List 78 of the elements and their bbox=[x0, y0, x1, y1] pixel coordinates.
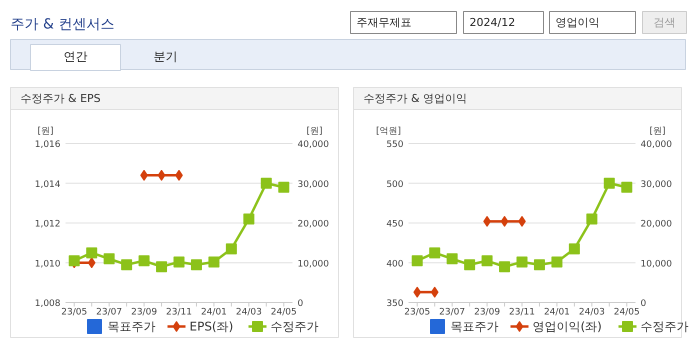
point bbox=[86, 247, 98, 258]
y-tick-label: 1,016 bbox=[34, 140, 61, 150]
y2-tick-label: 0 bbox=[298, 299, 304, 309]
text: 연간 bbox=[64, 50, 88, 64]
y2-tick-label: 40,000 bbox=[640, 140, 672, 150]
point bbox=[604, 178, 615, 189]
text: 2024/12 bbox=[470, 16, 516, 29]
y2-axis-title: [원] bbox=[306, 126, 323, 136]
y-tick-label: 1,012 bbox=[34, 220, 60, 230]
x-tick-label: 24/01 bbox=[544, 308, 570, 318]
point bbox=[412, 255, 423, 266]
y-tick-label: 1,008 bbox=[34, 299, 61, 309]
point bbox=[208, 256, 220, 268]
x-tick-label: 23/11 bbox=[509, 308, 535, 318]
point bbox=[429, 247, 440, 258]
y-tick-label: 450 bbox=[386, 220, 404, 230]
x-tick-label: 23/07 bbox=[439, 308, 466, 318]
y2-axis-title: [원] bbox=[649, 126, 666, 136]
legend-label: 목표주가 bbox=[450, 320, 498, 334]
legend-label: 수정주가 bbox=[270, 320, 318, 334]
x-tick-label: 24/05 bbox=[270, 308, 297, 318]
point bbox=[243, 214, 254, 225]
y2-tick-label: 30,000 bbox=[298, 180, 330, 190]
legend-label: EPS(좌) bbox=[190, 320, 234, 334]
x-tick-label: 23/09 bbox=[474, 308, 500, 318]
point bbox=[278, 182, 290, 193]
y-axis-title: [원] bbox=[37, 126, 54, 136]
point bbox=[499, 261, 510, 272]
point bbox=[226, 243, 237, 254]
point bbox=[464, 259, 476, 270]
point bbox=[138, 255, 150, 266]
y-tick-label: 1,014 bbox=[34, 180, 61, 190]
x-tick-label: 24/05 bbox=[614, 308, 640, 318]
point bbox=[516, 256, 528, 268]
text: 주재무제표 bbox=[356, 16, 412, 29]
y-tick-label: 1,010 bbox=[34, 259, 61, 270]
y-tick-label: 550 bbox=[386, 140, 404, 150]
point bbox=[260, 178, 272, 189]
y2-tick-label: 0 bbox=[640, 299, 646, 309]
text: 영업이익 bbox=[556, 16, 600, 29]
text: 검색 bbox=[654, 16, 676, 29]
y2-tick-label: 30,000 bbox=[640, 180, 672, 190]
y2-tick-label: 20,000 bbox=[640, 220, 672, 230]
point bbox=[190, 259, 202, 270]
y2-tick-label: 20,000 bbox=[298, 220, 330, 230]
point bbox=[104, 253, 115, 264]
point bbox=[174, 256, 184, 268]
point bbox=[446, 253, 458, 264]
chart-title: 수정주가 & EPS bbox=[20, 92, 101, 105]
x-tick-label: 24/01 bbox=[200, 308, 227, 318]
x-tick-label: 23/05 bbox=[61, 308, 88, 318]
y-axis-title: [억원] bbox=[376, 126, 402, 136]
point bbox=[551, 256, 562, 268]
legend-label: 수정주가 bbox=[640, 320, 688, 334]
legend-label: 영업이익(좌) bbox=[532, 320, 602, 334]
y2-tick-label: 40,000 bbox=[298, 140, 330, 150]
point bbox=[586, 214, 598, 225]
y-tick-label: 500 bbox=[386, 180, 404, 190]
chart-title: 수정주가 & 영업이익 bbox=[364, 92, 468, 105]
legend-label: 목표주가 bbox=[108, 320, 156, 334]
x-tick-label: 23/11 bbox=[166, 308, 192, 318]
x-tick-label: 23/07 bbox=[96, 308, 122, 318]
x-tick-label: 23/05 bbox=[404, 308, 430, 318]
y-tick-label: 400 bbox=[386, 259, 404, 270]
y2-tick-label: 10,000 bbox=[298, 259, 330, 270]
point bbox=[482, 255, 493, 266]
point bbox=[156, 261, 168, 272]
point bbox=[568, 243, 580, 254]
point bbox=[621, 182, 632, 193]
text: 분기 bbox=[154, 50, 178, 64]
point bbox=[534, 259, 545, 270]
x-tick-label: 23/09 bbox=[131, 308, 158, 318]
y2-tick-label: 10,000 bbox=[640, 259, 672, 270]
x-tick-label: 24/03 bbox=[578, 308, 605, 318]
y-tick-label: 350 bbox=[386, 299, 404, 309]
text: 주가 & 컨센서스 bbox=[10, 16, 114, 32]
point bbox=[121, 259, 132, 270]
x-tick-label: 24/03 bbox=[236, 308, 262, 318]
